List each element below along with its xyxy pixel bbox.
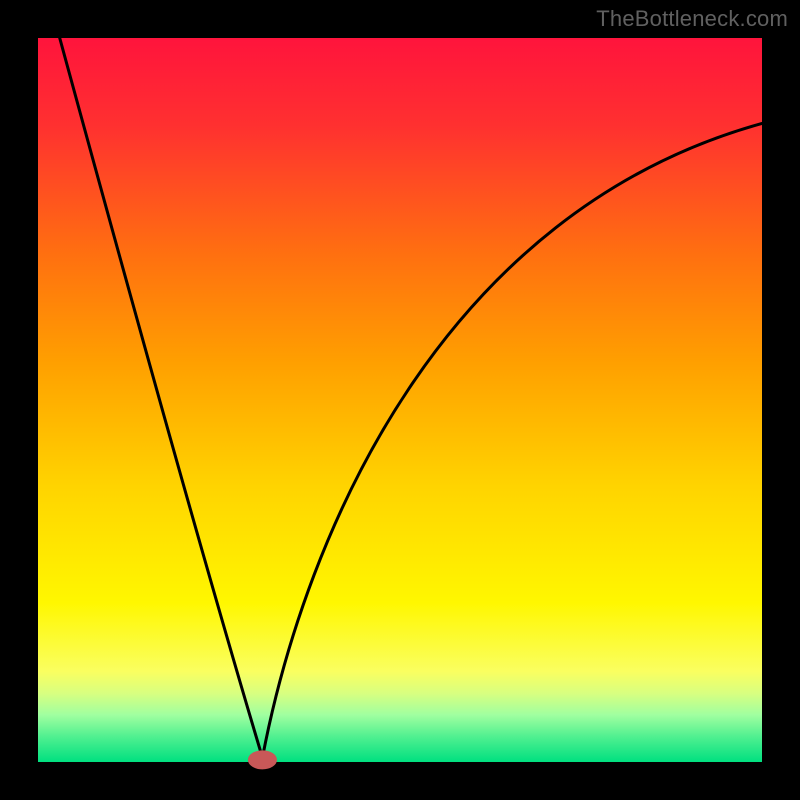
optimum-marker (248, 751, 276, 769)
bottleneck-chart (0, 0, 800, 800)
watermark-text: TheBottleneck.com (596, 6, 788, 32)
